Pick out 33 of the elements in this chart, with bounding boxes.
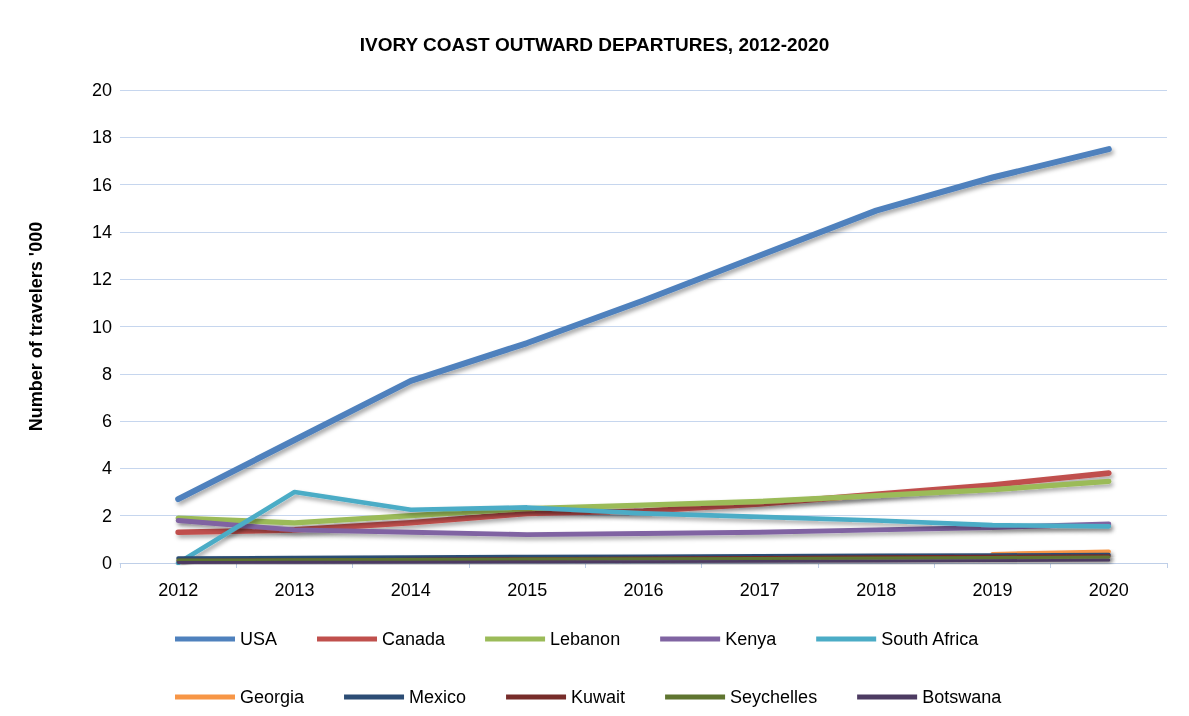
y-tick-label: 8: [101, 363, 112, 384]
y-tick-label: 10: [91, 316, 112, 337]
line-series: [175, 489, 1112, 566]
y-tick-label: 18: [91, 127, 112, 148]
y-tick-label: 0: [101, 553, 112, 573]
x-tick-label: 2015: [507, 580, 548, 600]
y-tick-label: 6: [101, 411, 112, 432]
y-axis-title: Number of travelers '000: [26, 221, 46, 432]
x-tick-label: 2019: [972, 580, 1013, 600]
y-tick-label: 12: [91, 269, 112, 290]
x-tick-label: 2018: [856, 580, 897, 600]
legend-label: South Africa: [881, 629, 980, 649]
y-tick-label: 20: [91, 80, 112, 100]
x-tick-label: 2012: [158, 580, 199, 600]
legend-label: Mexico: [409, 687, 467, 707]
y-tick-label: 16: [91, 174, 112, 195]
y-tick-label: 4: [101, 458, 112, 479]
x-tick-label: 2016: [623, 580, 664, 600]
y-tick-label: 14: [91, 221, 112, 242]
legend-label: Seychelles: [730, 687, 818, 707]
x-tick-label: 2014: [390, 580, 431, 600]
legend-label: USA: [240, 629, 278, 649]
y-tick-label: 2: [101, 505, 112, 526]
legend-label: Canada: [382, 629, 447, 649]
legend-label: Botswana: [922, 687, 1003, 707]
legend-label: Kuwait: [571, 687, 626, 707]
chart-title: IVORY COAST OUTWARD DEPARTURES, 2012-2020: [359, 34, 830, 55]
legend-label: Lebanon: [550, 629, 621, 649]
legend-label: Kenya: [725, 629, 778, 649]
x-tick-label: 2017: [739, 580, 780, 600]
x-tick-label: 2013: [274, 580, 315, 600]
x-tick-label: 2020: [1088, 580, 1129, 600]
legend-label: Georgia: [240, 687, 306, 707]
